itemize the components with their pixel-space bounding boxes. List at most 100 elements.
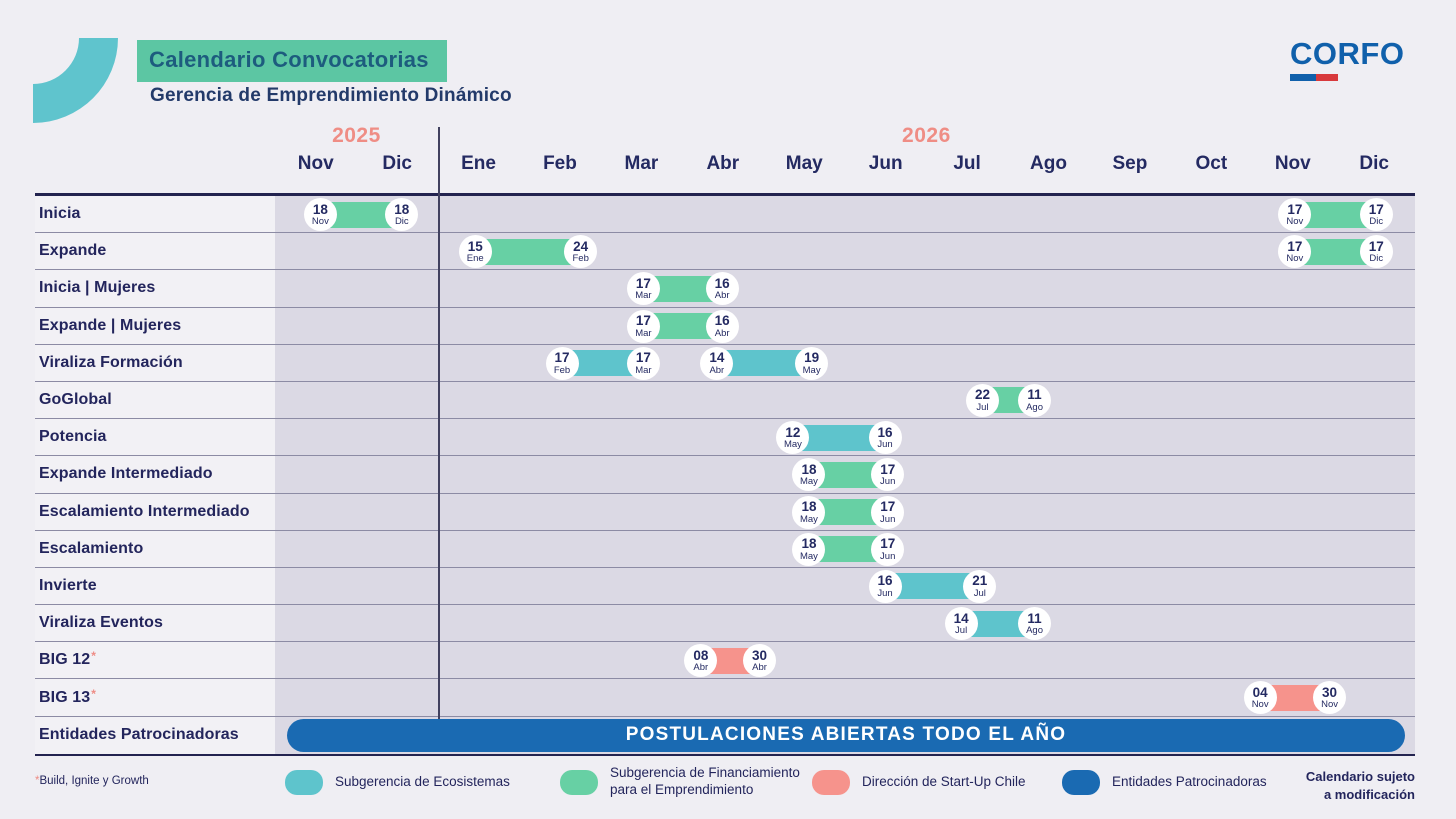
row-label: GoGlobal <box>35 381 275 419</box>
row-track: 18 May 17 Jun <box>275 493 1415 530</box>
date-month: Abr <box>752 662 767 674</box>
row-track: 17 Mar 16 Abr <box>275 270 1415 307</box>
end-date-marker: 16 Abr <box>705 309 739 343</box>
start-date-marker: 17 Mar <box>626 309 660 343</box>
date-day: 04 <box>1252 684 1268 700</box>
date-day: 12 <box>785 424 801 440</box>
month-label-12: Nov <box>1274 153 1311 174</box>
legend-swatch-green <box>560 769 598 795</box>
month-label-3: Feb <box>543 153 577 174</box>
legend-label: Subgerencia de Ecosistemas <box>335 773 510 789</box>
start-date-marker: 04 Nov <box>1243 681 1277 715</box>
row-track: 04 Nov 30 Nov <box>275 679 1415 716</box>
end-date-marker: 11 Ago <box>1018 383 1052 417</box>
row-label-asterisk: * <box>91 649 97 664</box>
date-month: Nov <box>1251 699 1269 711</box>
date-day: 18 <box>801 536 817 552</box>
date-day: 18 <box>801 461 817 477</box>
date-month: May <box>802 364 821 376</box>
row-track: 18 May 17 Jun <box>275 530 1415 567</box>
timeline-row: Expande Intermediado 18 May 17 Jun <box>35 456 1415 494</box>
date-day: 17 <box>635 350 651 366</box>
timeline-row: GoGlobal 22 Jul 11 Ago <box>35 381 1415 420</box>
date-day: 30 <box>1322 684 1338 700</box>
legend-swatch-blue <box>1062 769 1100 795</box>
legend-item-blue: Entidades Patrocinadoras <box>1062 765 1267 799</box>
legend-item-salmon: Dirección de Start-Up Chile <box>812 765 1026 799</box>
date-day: 17 <box>635 275 651 291</box>
row-label: Expande | Mujeres <box>35 307 275 344</box>
legend-swatch-teal <box>285 769 323 795</box>
gantt-table: Inicia 18 Nov 18 Dic 17 Nov 17 Dic Expande 15 Ene 24… <box>35 193 1415 756</box>
row-track: 15 Ene 24 Feb 17 Nov 17 Dic <box>275 233 1415 270</box>
date-day: 16 <box>877 424 893 440</box>
timeline-row: Potencia 12 May 16 Jun <box>35 419 1415 457</box>
disclaimer-line-1: Calendario sujeto <box>1305 769 1415 784</box>
date-month: Feb <box>572 253 589 265</box>
month-label-4: Mar <box>624 153 659 174</box>
start-date-marker: 08 Abr <box>684 644 718 678</box>
date-day: 16 <box>877 573 893 589</box>
start-date-marker: 15 Ene <box>458 235 492 269</box>
row-label-text: Entidades Patrocinadoras <box>39 726 239 744</box>
start-date-marker: 17 Mar <box>626 272 660 306</box>
page-title: Calendario Convocatorias <box>149 47 429 72</box>
date-day: 11 <box>1027 610 1042 626</box>
end-date-marker: 16 Jun <box>868 421 902 455</box>
row-label-text: Escalamiento Intermediado <box>39 502 250 520</box>
row-label: Expande Intermediado <box>35 456 275 493</box>
date-month: Feb <box>553 364 571 376</box>
year-label-2026: 2026 <box>902 124 951 147</box>
row-track: POSTULACIONES ABIERTAS TODO EL AÑO <box>275 716 1415 754</box>
end-date-marker: 17 Jun <box>871 495 905 529</box>
timeline-row: Escalamiento 18 May 17 Jun <box>35 530 1415 568</box>
start-date-marker: 18 May <box>792 532 826 566</box>
row-track: 18 May 17 Jun <box>275 456 1415 493</box>
date-day: 14 <box>709 350 725 366</box>
legend-item-green: Subgerencia de Financiamiento para el Em… <box>560 765 810 799</box>
date-day: 17 <box>1287 201 1303 217</box>
end-date-marker: 19 May <box>795 346 829 380</box>
year-divider-line <box>437 127 440 751</box>
month-label-8: Jul <box>953 153 981 174</box>
start-date-marker: 17 Nov <box>1278 198 1312 231</box>
timeline-row: Inicia | Mujeres 17 Mar 16 Abr <box>35 270 1415 308</box>
date-day: 18 <box>394 201 410 217</box>
date-month: Jun <box>877 439 893 451</box>
month-label-5: Abr <box>706 153 740 174</box>
date-day: 21 <box>972 573 988 589</box>
month-label-7: Jun <box>868 153 903 174</box>
row-label: Entidades Patrocinadoras <box>35 716 275 754</box>
date-day: 18 <box>312 201 328 217</box>
end-date-marker: 30 Abr <box>743 644 777 678</box>
row-label-asterisk: * <box>91 686 97 701</box>
start-date-marker: 18 May <box>792 458 826 492</box>
start-date-marker: 14 Jul <box>944 607 978 641</box>
row-label-text: Inicia <box>39 205 81 223</box>
disclaimer-note: Calendario sujeto a modificación <box>1306 768 1415 803</box>
date-month: Ene <box>466 253 484 265</box>
row-track: 22 Jul 11 Ago <box>275 381 1415 419</box>
date-day: 30 <box>752 647 768 663</box>
row-label: Viraliza Eventos <box>35 605 275 642</box>
row-label-text: Expande | Mujeres <box>39 316 182 334</box>
legend-label: Entidades Patrocinadoras <box>1112 773 1267 789</box>
end-date-marker: 30 Nov <box>1313 681 1347 715</box>
row-label-text: Expande <box>39 242 107 260</box>
row-label-text: Escalamiento <box>39 539 144 557</box>
page-subtitle: Gerencia de Emprendimiento Dinámico <box>150 85 512 106</box>
date-month: Nov <box>311 216 329 227</box>
date-day: 17 <box>880 536 896 552</box>
timeline-row: BIG 12 * 08 Abr 30 Abr <box>35 642 1415 680</box>
date-month: Mar <box>635 364 652 376</box>
date-day: 17 <box>880 461 896 477</box>
date-day: 15 <box>467 238 483 254</box>
row-label-text: Expande Intermediado <box>39 465 213 483</box>
date-month: May <box>799 550 818 562</box>
date-month: Abr <box>693 662 709 674</box>
date-month: Jul <box>955 625 968 637</box>
row-label: Invierte <box>35 567 275 605</box>
date-day: 19 <box>804 350 820 366</box>
row-label: Escalamiento Intermediado <box>35 493 275 530</box>
